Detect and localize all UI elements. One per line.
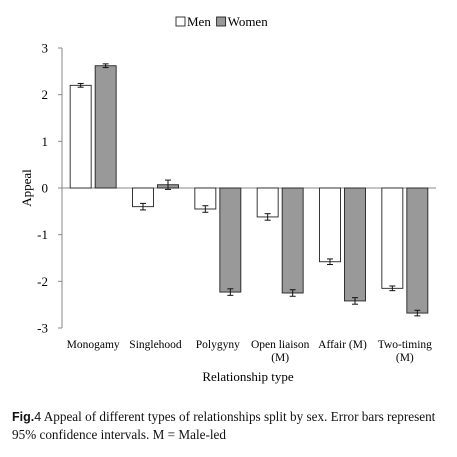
caption-text: Appeal of different types of relationshi… <box>12 409 436 442</box>
x-tick-label: Affair (M) <box>318 339 367 351</box>
chart-bars <box>69 63 429 317</box>
x-tick-label: Monogamy <box>67 339 120 351</box>
y-tick-label: -3 <box>37 321 48 336</box>
bar-chart: Men Women 3 2 1 0 -1 -2 -3 Monogamy Singlehood Pol… <box>19 14 436 384</box>
legend-swatch-men <box>175 16 186 27</box>
figure-caption: Fig.4 Appeal of different types of relat… <box>12 408 448 443</box>
y-tick-label: 0 <box>42 181 49 196</box>
bar-women <box>94 65 117 189</box>
bar-men <box>381 187 404 289</box>
error-bar <box>327 258 333 266</box>
x-axis-label: Relationship type <box>202 369 294 384</box>
legend-label-men: Men <box>187 14 211 29</box>
bar-men <box>319 187 341 263</box>
bar-women <box>219 187 242 293</box>
error-bar <box>77 82 84 88</box>
error-bar <box>289 289 296 297</box>
y-tick-label: 1 <box>42 134 49 149</box>
error-bar <box>202 205 209 213</box>
legend-swatch-women <box>216 16 227 27</box>
bar-men <box>69 84 92 189</box>
error-bar <box>414 309 421 317</box>
bar-women <box>406 187 429 314</box>
x-tick-label: Open liaison (M) <box>251 339 310 364</box>
bar-men <box>256 187 279 218</box>
bar-women <box>281 187 304 294</box>
x-tick-label: Singlehood <box>129 339 182 351</box>
bar-women <box>344 187 366 302</box>
x-tick-label: Two-timing (M) <box>378 339 432 364</box>
error-bar <box>227 288 234 296</box>
error-bar <box>389 285 396 292</box>
error-bar <box>102 63 109 69</box>
error-bar <box>264 213 271 221</box>
error-bar <box>165 179 171 190</box>
figure-label: Fig. <box>12 410 35 424</box>
y-tick-label: -2 <box>37 274 48 289</box>
y-tick-label: -1 <box>37 227 48 242</box>
chart-axes: 3 2 1 0 -1 -2 -3 Monogamy Singlehood Polygyny Open… <box>37 41 436 364</box>
x-tick-label: Polygyny <box>196 339 240 351</box>
error-bar <box>140 202 146 211</box>
error-bar <box>352 297 358 305</box>
legend-label-women: Women <box>228 14 269 29</box>
y-tick-label: 2 <box>42 87 49 102</box>
y-axis-label: Appeal <box>19 169 34 207</box>
y-tick-label: 3 <box>42 41 49 56</box>
figure-number: 4 <box>34 410 42 424</box>
legend: Men Women <box>175 14 269 29</box>
